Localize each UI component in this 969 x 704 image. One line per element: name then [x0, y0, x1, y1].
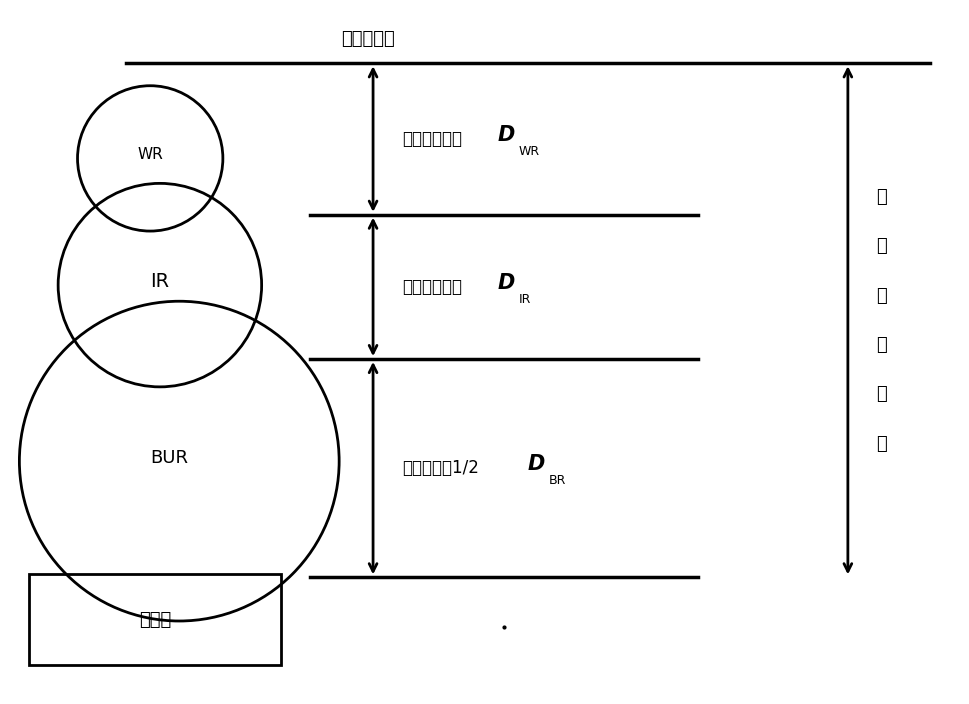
Text: BUR: BUR — [150, 448, 189, 467]
Text: 系: 系 — [876, 287, 888, 305]
Text: 下: 下 — [876, 188, 888, 206]
Text: D: D — [527, 454, 545, 474]
Text: 压上缸: 压上缸 — [139, 610, 172, 629]
Text: 支承辊半径1/2: 支承辊半径1/2 — [402, 459, 479, 477]
Text: IR: IR — [150, 272, 170, 291]
Text: 辊: 辊 — [876, 237, 888, 256]
Text: 工作辊辊直径: 工作辊辊直径 — [402, 130, 462, 148]
Text: D: D — [497, 125, 515, 145]
Text: D: D — [497, 272, 515, 293]
Text: WR: WR — [138, 147, 163, 163]
Text: 径: 径 — [876, 434, 888, 453]
Text: 轧制线高度: 轧制线高度 — [341, 30, 395, 48]
Bar — [29, 574, 281, 665]
Text: WR: WR — [518, 145, 540, 158]
Text: IR: IR — [518, 293, 531, 306]
Text: 总: 总 — [876, 336, 888, 354]
Text: 中间辊辊直径: 中间辊辊直径 — [402, 278, 462, 296]
Text: 辊: 辊 — [876, 385, 888, 403]
Text: BR: BR — [548, 474, 566, 487]
